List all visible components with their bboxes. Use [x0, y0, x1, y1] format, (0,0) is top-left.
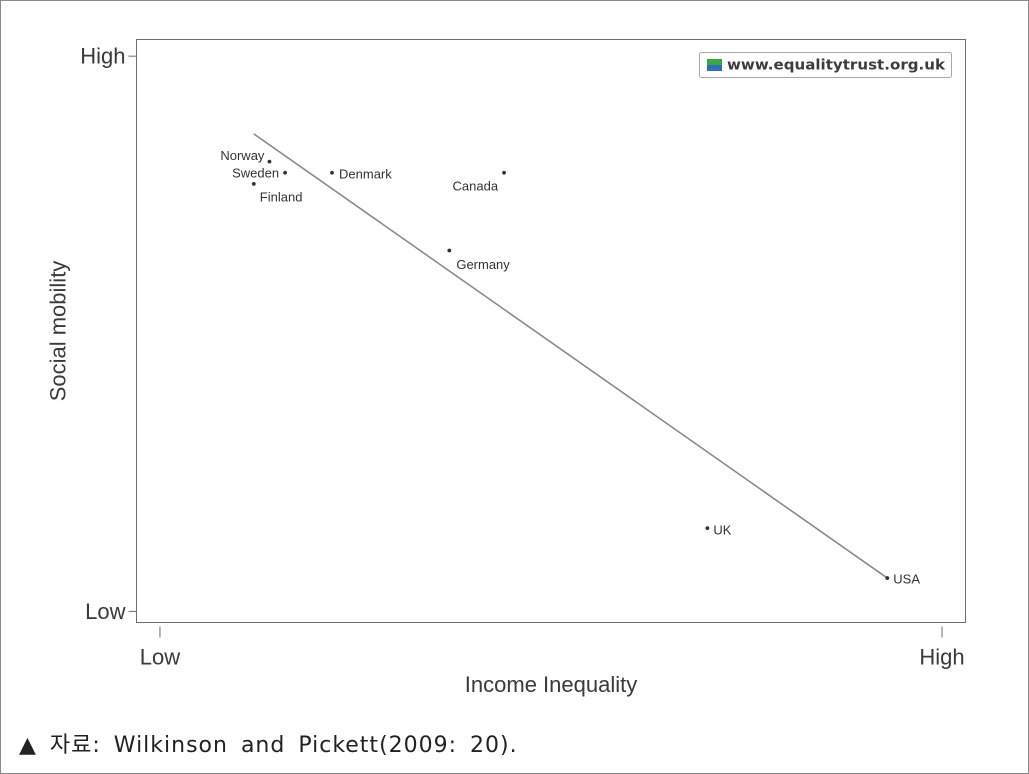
fit-line: [253, 133, 888, 579]
data-label-norway: Norway: [220, 148, 265, 163]
data-point-uk: [705, 526, 710, 531]
data-point-finland: [251, 181, 256, 186]
y-axis-title: Social mobility: [46, 261, 71, 402]
y-axis: Low High: [80, 44, 137, 624]
data-points: [251, 159, 890, 580]
x-tick-label: High: [919, 645, 964, 670]
data-point-canada: [502, 170, 506, 175]
plot-area: [136, 39, 966, 623]
data-label-denmark: Denmark: [339, 166, 392, 181]
data-label-usa: USA: [893, 572, 920, 587]
y-tick-label: High: [80, 44, 125, 69]
figure-caption: ▲ 자료: Wilkinson and Pickett(2009: 20).: [19, 733, 518, 758]
data-label-canada: Canada: [453, 178, 499, 193]
source-badge: www.equalitytrust.org.uk: [699, 52, 952, 78]
data-point-labels: Norway Sweden Finland Denmark Canada Germany U…: [220, 148, 920, 586]
data-label-germany: Germany: [456, 257, 510, 272]
equality-trust-logo-icon: [707, 59, 722, 71]
x-tick-label: Low: [140, 645, 180, 670]
scatter-chart: Low High Low High Norway Sweden Finland Denma…: [46, 39, 966, 697]
data-label-finland: Finland: [260, 189, 303, 204]
x-axis: Low High: [140, 626, 965, 670]
data-point-germany: [447, 248, 452, 253]
data-point-sweden: [283, 170, 287, 175]
y-tick-label: Low: [85, 599, 125, 624]
data-point-usa: [885, 576, 890, 580]
data-label-sweden: Sweden: [232, 165, 279, 180]
source-badge-text: www.equalitytrust.org.uk: [727, 58, 946, 74]
data-point-denmark: [330, 170, 334, 175]
x-axis-title: Income Inequality: [465, 672, 637, 697]
fit-line-layer: [253, 133, 888, 579]
data-point-norway: [267, 159, 272, 164]
source-badge-box: [699, 52, 952, 78]
data-label-uk: UK: [713, 523, 731, 538]
